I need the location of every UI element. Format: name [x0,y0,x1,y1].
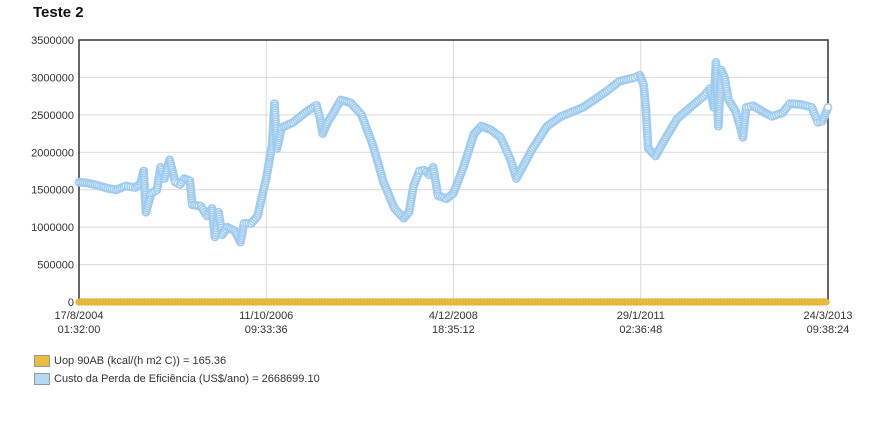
y-tick-label: 1000000 [31,222,74,234]
series-uop [75,298,830,306]
y-tick-label: 2500000 [31,110,74,122]
y-tick-label: 0 [68,297,74,309]
legend-item-custo[interactable]: Custo da Perda de Eficiência (US$/ano) =… [34,370,320,388]
chart-title: Teste 2 [33,4,84,21]
x-tick-label-time: 01:32:00 [58,324,101,336]
y-tick-label: 3500000 [31,35,74,47]
y-tick-label: 2000000 [31,147,74,159]
point-custo [823,102,833,112]
x-tick-label-date: 24/3/2013 [804,310,853,322]
point-uop [822,298,830,306]
x-tick-label-time: 18:35:12 [432,324,475,336]
legend-label-uop: Uop 90AB (kcal/(h m2 C)) = 165.36 [54,355,227,367]
tick-labels: 0 500000 1000000 1500000 2000000 2500000 30000… [31,35,852,336]
legend-swatch-uop [34,355,50,367]
y-tick-label: 3000000 [31,72,74,84]
x-tick-label-time: 02:36:48 [619,324,662,336]
x-tick-label-date: 17/8/2004 [55,310,104,322]
legend: Uop 90AB (kcal/(h m2 C)) = 165.36 Custo … [34,352,320,388]
legend-label-custo: Custo da Perda de Eficiência (US$/ano) =… [54,373,320,385]
x-tick-label-time: 09:38:24 [807,324,850,336]
series-custo [74,58,833,247]
x-tick-label-date: 11/10/2006 [239,310,293,322]
legend-item-uop[interactable]: Uop 90AB (kcal/(h m2 C)) = 165.36 [34,352,320,370]
legend-swatch-custo [34,373,50,385]
x-tick-label-date: 4/12/2008 [429,310,478,322]
y-tick-label: 500000 [37,260,74,272]
x-tick-label-date: 29/1/2011 [617,310,665,322]
x-tick-label-time: 09:33:36 [245,324,288,336]
y-tick-label: 1500000 [31,185,74,197]
